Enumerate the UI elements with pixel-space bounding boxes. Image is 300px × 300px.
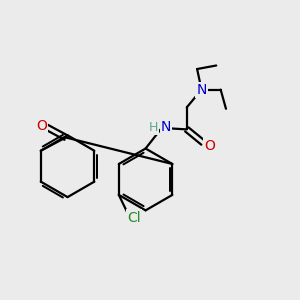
Text: Cl: Cl bbox=[127, 211, 141, 225]
Text: H: H bbox=[148, 121, 158, 134]
Text: O: O bbox=[36, 119, 47, 133]
Text: O: O bbox=[204, 139, 215, 153]
Text: N: N bbox=[196, 82, 207, 97]
Text: N: N bbox=[161, 120, 171, 134]
